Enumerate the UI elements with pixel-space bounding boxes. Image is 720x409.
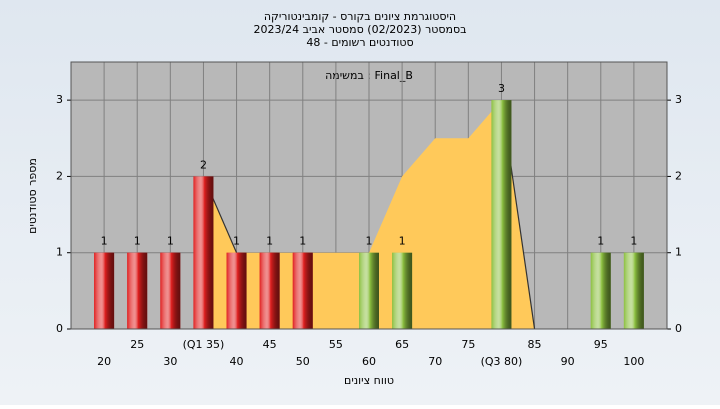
x-tick-label: 60	[362, 355, 376, 368]
y-tick-label: 0	[56, 322, 63, 335]
bar-shade	[127, 252, 148, 329]
x-tick-label: 100	[623, 355, 644, 368]
chart-title: היסטוגרמת ציונים בקורס - קומבינטוריקה	[264, 10, 456, 23]
x-tick-label: 55	[329, 338, 343, 351]
x-tick-label: 25	[130, 338, 144, 351]
y-tick-label: 3	[56, 93, 63, 106]
value-label: 1	[266, 235, 273, 248]
y-tick-label: 1	[56, 246, 63, 259]
y-tick-label: 1	[675, 246, 682, 259]
value-label: 1	[366, 235, 373, 248]
bar-shade	[94, 252, 115, 329]
bar-shade	[160, 252, 181, 329]
chart-subtitle: סטודנטים רשומים - 48	[306, 36, 413, 49]
y-tick-label: 2	[675, 169, 682, 182]
value-label: 2	[200, 158, 207, 171]
bar-shade	[292, 252, 313, 329]
plot-frame	[70, 61, 668, 330]
x-tick-label: 20	[97, 355, 111, 368]
bar-shade	[623, 252, 644, 329]
x-tick-label: (Q3 80)	[481, 355, 523, 368]
x-axis-label: טווח ציונים	[344, 374, 394, 387]
bar-shade	[392, 252, 413, 329]
x-tick-label: 50	[296, 355, 310, 368]
y-tick-label: 3	[675, 93, 682, 106]
bar-shade	[359, 252, 379, 329]
bar-shade	[590, 252, 611, 329]
x-tick-label: 75	[461, 338, 475, 351]
y-axis-label: מספר סטודנטים	[26, 158, 39, 234]
y-tick-label: 0	[675, 322, 682, 335]
area	[203, 100, 535, 330]
x-tick-label: 85	[528, 338, 542, 351]
x-tick-label: 90	[561, 355, 575, 368]
chart-subtitle: בסמסטר (02/2023) סמסטר אביב 2023/24	[253, 23, 466, 36]
bar-shade	[491, 100, 512, 330]
x-tick-label: 40	[230, 355, 244, 368]
value-label: 1	[399, 235, 406, 248]
x-tick-label: 30	[163, 355, 177, 368]
value-label: 1	[134, 235, 141, 248]
value-label: 1	[101, 235, 108, 248]
bar-shade	[193, 176, 214, 329]
bar-shade	[226, 252, 247, 329]
value-label: 1	[299, 235, 306, 248]
y-tick-label: 2	[56, 169, 63, 182]
value-label: 3	[498, 82, 505, 95]
value-label: 1	[597, 235, 604, 248]
x-tick-label: 95	[594, 338, 608, 351]
x-tick-label: (Q1 35)	[183, 338, 225, 351]
value-label: 1	[167, 235, 174, 248]
x-tick-label: 70	[428, 355, 442, 368]
x-tick-label: 45	[263, 338, 277, 351]
x-tick-label: 65	[395, 338, 409, 351]
bar-shade	[259, 252, 280, 329]
value-label: 1	[233, 235, 240, 248]
value-label: 1	[630, 235, 637, 248]
